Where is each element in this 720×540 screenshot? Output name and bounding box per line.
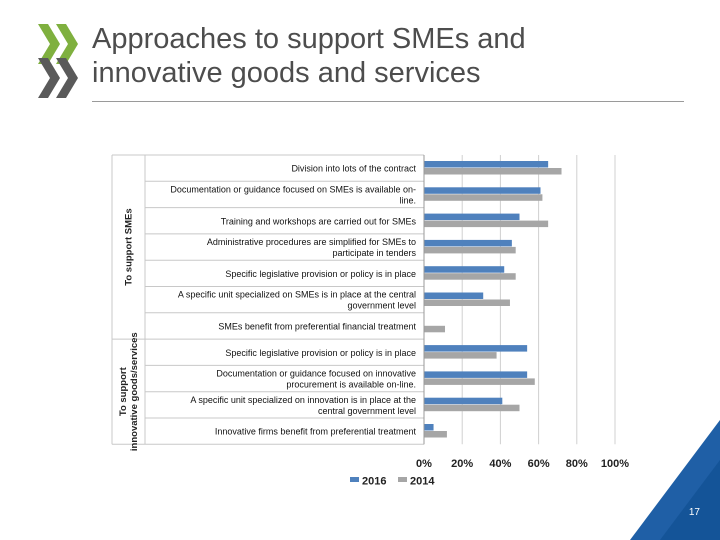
bar-2016-4 [424,266,505,273]
legend-swatch-2014 [398,477,407,482]
oecd-logo-icon [38,24,78,98]
bar-2014-8 [424,378,535,385]
corner-decoration [630,420,720,540]
bar-2016-2 [424,213,520,221]
logo-chevron-gray-2 [56,58,78,98]
bar-2016-5 [424,292,484,299]
category-label-1-0: Documentation or guidance focused on SME… [170,184,416,194]
x-tick-label-2: 40% [489,458,511,470]
category-label-8-1: procurement is available on-line. [286,380,416,390]
logo-chevron-green [38,24,60,64]
category-label-4-0: Specific legislative provision or policy… [225,269,416,279]
title-line-2: innovative goods and services [92,57,481,89]
title-line-1: Approaches to support SMEs and [92,23,526,55]
category-label-3-1: participate in tenders [332,248,416,258]
page-number: 17 [688,507,700,518]
category-label-9-0: A specific unit specialized on innovatio… [190,395,416,405]
category-label-5-1: government level [347,301,416,311]
category-label-1-1: line. [399,195,416,205]
bar-2014-9 [424,404,520,412]
bar-2014-0 [424,168,562,175]
bar-2016-8 [424,371,528,378]
category-label-8-0: Documentation or guidance focused on inn… [216,369,416,379]
bar-2016-0 [424,161,549,168]
category-label-7-0: Specific legislative provision or policy… [225,348,416,358]
category-label-5-0: A specific unit specialized on SMEs is i… [178,290,416,300]
x-tick-label-4: 80% [566,458,588,470]
group-label-1-1: innovative goods/services [129,332,140,451]
title-divider [92,101,684,102]
bar-2016-10 [424,424,434,431]
logo-chevron-gray [38,58,60,98]
group-label-0-0: To support SMEs [124,208,135,285]
bar-2014-2 [424,220,549,228]
slide-title: Approaches to support SMEs and innovativ… [92,22,692,90]
corner-triangle-dark [660,460,720,540]
legend-label-2016: 2016 [362,476,386,488]
bar-2016-7 [424,345,528,352]
category-label-3-0: Administrative procedures are simplified… [207,237,416,247]
category-label-6-0: SMEs benefit from preferential financial… [218,321,416,331]
bar-2014-4 [424,273,516,280]
x-tick-label-1: 20% [451,458,473,470]
x-tick-label-0: 0% [416,458,432,470]
category-label-2-0: Training and workshops are carried out f… [221,216,417,226]
bar-2016-1 [424,187,541,194]
legend-swatch-2016 [350,477,359,482]
category-label-10-0: Innovative firms benefit from preferenti… [215,427,417,437]
group-label-1-0: To support [118,366,129,416]
legend-label-2014: 2014 [410,476,435,488]
logo-chevron-green-2 [56,24,78,64]
bar-2014-6 [424,325,446,333]
bar-2014-10 [424,431,447,438]
bar-2016-9 [424,397,503,405]
category-label-0-0: Division into lots of the contract [291,164,416,174]
bar-2014-1 [424,194,543,201]
bar-2014-3 [424,246,516,254]
bar-2014-7 [424,352,497,359]
bar-2014-5 [424,299,510,306]
bar-2016-3 [424,239,512,247]
category-label-9-1: central government level [318,406,416,416]
x-tick-label-3: 60% [528,458,550,470]
x-tick-label-5: 100% [601,458,629,470]
